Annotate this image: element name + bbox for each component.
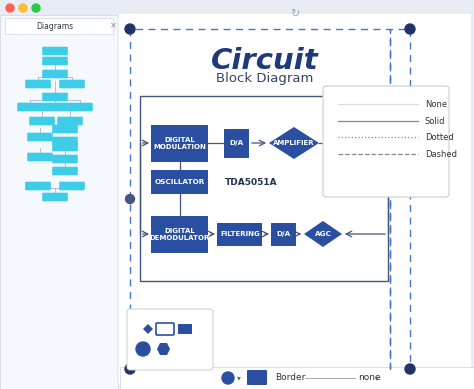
FancyBboxPatch shape (29, 117, 55, 125)
Bar (120, 367, 474, 389)
Text: DIGITAL
DEMODULATOR: DIGITAL DEMODULATOR (150, 228, 210, 240)
Polygon shape (269, 127, 319, 159)
FancyBboxPatch shape (25, 80, 51, 88)
Text: TDA5051A: TDA5051A (225, 177, 278, 186)
Text: ×: × (109, 21, 117, 30)
FancyBboxPatch shape (52, 143, 78, 151)
FancyBboxPatch shape (59, 182, 85, 190)
FancyBboxPatch shape (127, 309, 213, 370)
FancyBboxPatch shape (52, 137, 78, 145)
Text: Dashed: Dashed (425, 149, 457, 158)
Polygon shape (304, 221, 342, 247)
FancyBboxPatch shape (247, 370, 267, 385)
FancyBboxPatch shape (52, 155, 78, 163)
Text: none: none (358, 373, 381, 382)
FancyBboxPatch shape (156, 323, 174, 335)
FancyBboxPatch shape (42, 103, 68, 111)
Text: Diagrams: Diagrams (36, 21, 73, 30)
Circle shape (125, 24, 135, 34)
FancyBboxPatch shape (42, 70, 68, 78)
FancyBboxPatch shape (225, 128, 249, 158)
Bar (0, 15, 118, 389)
Text: Dotted: Dotted (425, 133, 454, 142)
FancyBboxPatch shape (57, 117, 83, 125)
Text: Circuit: Circuit (211, 47, 319, 75)
Text: D/A: D/A (230, 140, 244, 146)
Bar (0, 0, 474, 15)
FancyBboxPatch shape (67, 103, 93, 111)
Text: ▾: ▾ (375, 373, 379, 382)
Circle shape (125, 364, 135, 374)
Text: D/A: D/A (277, 231, 291, 237)
Text: Block Diagram: Block Diagram (216, 72, 314, 84)
FancyBboxPatch shape (152, 216, 209, 252)
FancyBboxPatch shape (17, 103, 43, 111)
FancyBboxPatch shape (218, 223, 263, 245)
FancyBboxPatch shape (52, 167, 78, 175)
FancyBboxPatch shape (42, 47, 68, 55)
Circle shape (32, 4, 40, 12)
Text: AMPLIFIER: AMPLIFIER (273, 140, 315, 146)
Text: Solid: Solid (425, 116, 446, 126)
Text: FILTERING: FILTERING (220, 231, 260, 237)
Bar (140, 96, 388, 281)
Polygon shape (157, 343, 170, 355)
FancyBboxPatch shape (27, 133, 53, 141)
FancyBboxPatch shape (27, 153, 53, 161)
FancyBboxPatch shape (152, 170, 209, 193)
FancyBboxPatch shape (59, 80, 85, 88)
Text: DIGITAL
MODULATION: DIGITAL MODULATION (154, 137, 207, 149)
FancyBboxPatch shape (118, 13, 472, 386)
Bar (178, 324, 192, 334)
Polygon shape (143, 324, 153, 334)
Text: OSCILLATOR: OSCILLATOR (155, 179, 205, 184)
FancyBboxPatch shape (42, 193, 68, 201)
FancyBboxPatch shape (152, 124, 209, 161)
Bar (5, 18, 113, 34)
FancyBboxPatch shape (25, 182, 51, 190)
Text: None: None (425, 100, 447, 109)
FancyBboxPatch shape (323, 86, 449, 197)
Circle shape (126, 194, 135, 203)
FancyBboxPatch shape (42, 93, 68, 101)
Text: Border: Border (275, 373, 305, 382)
Text: ▾: ▾ (237, 373, 241, 382)
Circle shape (19, 4, 27, 12)
Circle shape (136, 342, 150, 356)
Text: AGC: AGC (315, 231, 331, 237)
Text: ↻: ↻ (290, 9, 300, 19)
Circle shape (405, 364, 415, 374)
FancyBboxPatch shape (52, 125, 78, 133)
FancyBboxPatch shape (42, 57, 68, 65)
Circle shape (6, 4, 14, 12)
Circle shape (405, 24, 415, 34)
Circle shape (222, 372, 234, 384)
FancyBboxPatch shape (272, 223, 297, 245)
Bar (130, 29, 410, 369)
